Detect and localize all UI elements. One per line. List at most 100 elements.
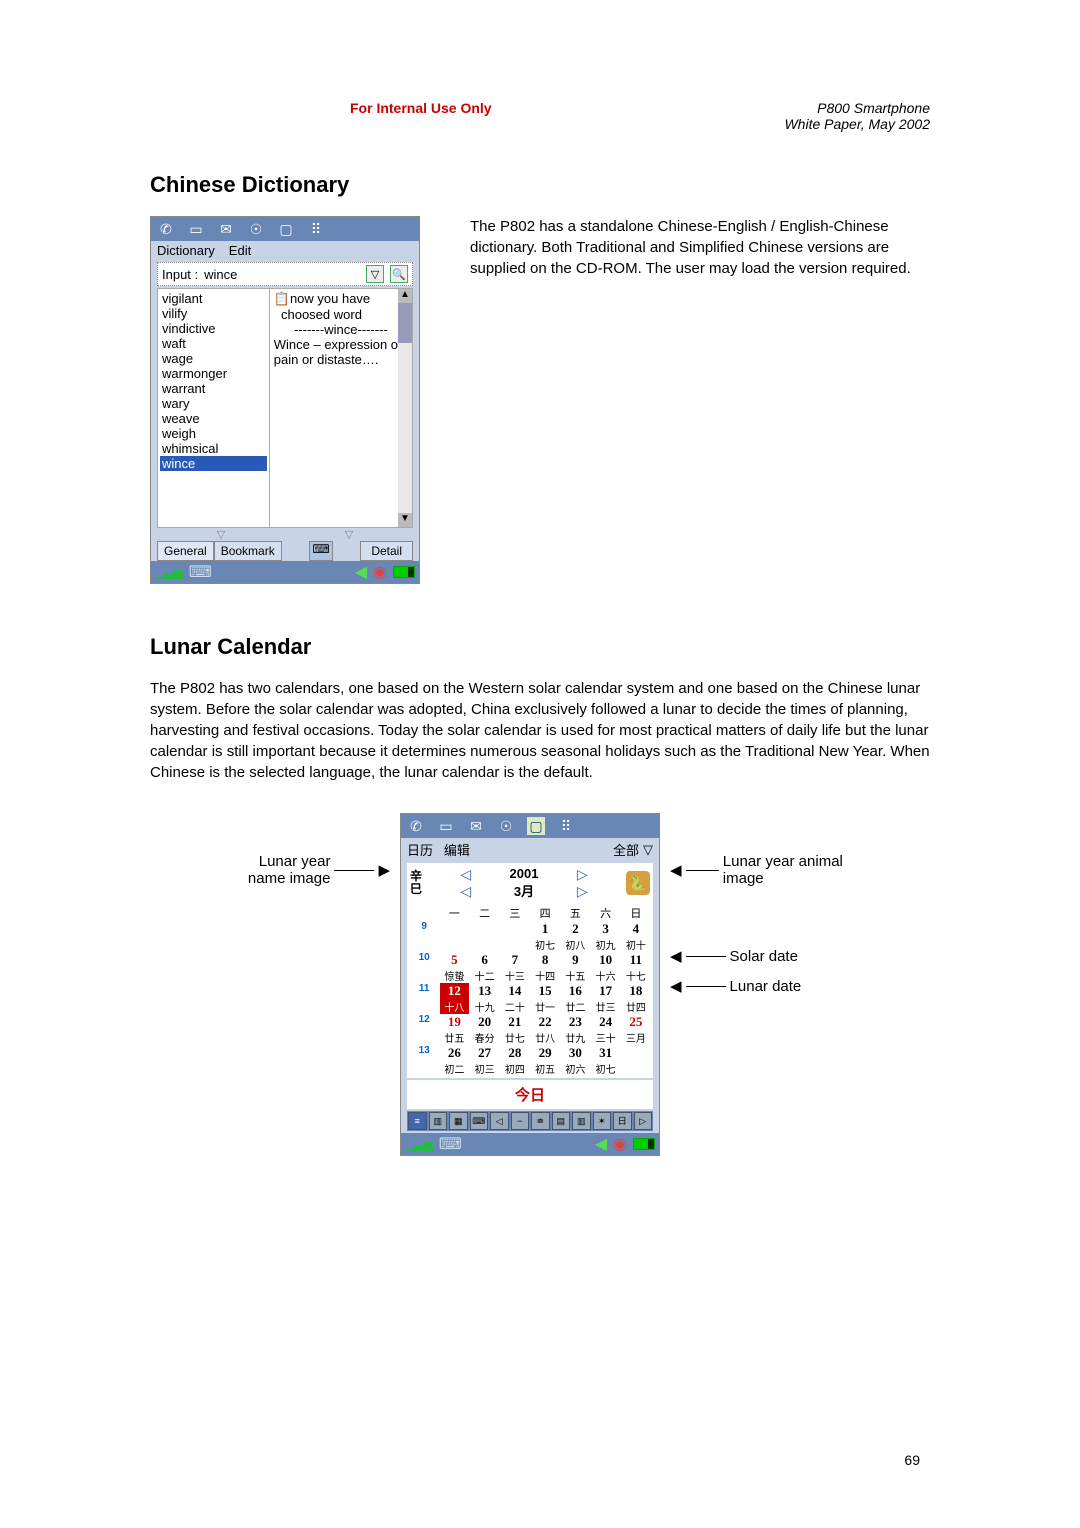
calendar-cell[interactable]: 31初七 xyxy=(591,1045,621,1076)
browser-icon[interactable]: ☉ xyxy=(247,220,265,238)
calendar-cell[interactable]: 28初四 xyxy=(500,1045,530,1076)
calendar-cell[interactable]: 12十八 xyxy=(439,983,469,1014)
calendar-cell[interactable]: 20春分 xyxy=(470,1014,500,1045)
calendar-cell[interactable]: 14二十 xyxy=(500,983,530,1014)
mode3-icon[interactable]: ▤ xyxy=(552,1112,571,1130)
menu-dictionary[interactable]: Dictionary xyxy=(157,243,215,258)
calendar-cell[interactable]: 10十六 xyxy=(591,952,621,983)
keyboard-icon[interactable]: ⌨ xyxy=(470,1112,489,1130)
prev-year-icon[interactable]: ◁◁ xyxy=(460,866,471,900)
keyboard-status-icon[interactable]: ⌨ xyxy=(439,1134,462,1154)
word-item[interactable]: warmonger xyxy=(160,366,267,381)
view-list-icon[interactable]: ≡ xyxy=(408,1112,427,1130)
calendar-cell[interactable]: 16廿二 xyxy=(560,983,590,1014)
tab-detail[interactable]: Detail xyxy=(360,541,413,561)
calendar-cell[interactable]: 23廿九 xyxy=(560,1014,590,1045)
calendar-cell[interactable]: 2初八 xyxy=(560,921,590,952)
calendar-cell[interactable] xyxy=(439,921,469,952)
word-item[interactable]: wary xyxy=(160,396,267,411)
word-item[interactable]: vindictive xyxy=(160,321,267,336)
calendar-cell[interactable]: 4初十 xyxy=(621,921,651,952)
speaker-icon[interactable]: ◀ xyxy=(595,1134,607,1154)
dropdown-icon[interactable]: ▽ xyxy=(643,842,653,858)
contacts-icon[interactable]: ▭ xyxy=(437,817,455,835)
calendar-cell[interactable]: 9十五 xyxy=(560,952,590,983)
calendar-cell[interactable]: 18廿四 xyxy=(621,983,651,1014)
calendar-cell[interactable]: 8十四 xyxy=(530,952,560,983)
word-item[interactable]: wince xyxy=(160,456,267,471)
keyboard-status-icon[interactable]: ⌨ xyxy=(189,562,212,582)
view-month-icon[interactable]: ▦ xyxy=(449,1112,468,1130)
mode5-icon[interactable]: ✶ xyxy=(593,1112,612,1130)
menu-all[interactable]: 全部 xyxy=(613,840,639,859)
scroll-down-right-icon[interactable]: ▽ xyxy=(285,528,413,541)
scrollbar[interactable]: ▲ ▼ xyxy=(398,289,412,527)
scroll-down-left-icon[interactable]: ▽ xyxy=(157,528,285,541)
browser-icon[interactable]: ☉ xyxy=(497,817,515,835)
calendar-cell[interactable]: 25三月 xyxy=(621,1014,651,1045)
clock-icon[interactable]: ◉ xyxy=(373,562,387,582)
word-item[interactable]: weigh xyxy=(160,426,267,441)
mode4-icon[interactable]: ▥ xyxy=(572,1112,591,1130)
search-icon[interactable]: 🔍 xyxy=(390,265,408,283)
calendar-cell[interactable]: 11十七 xyxy=(621,952,651,983)
word-item[interactable]: waft xyxy=(160,336,267,351)
calendar-cell[interactable]: 13十九 xyxy=(470,983,500,1014)
tab-bookmark[interactable]: Bookmark xyxy=(214,541,282,561)
word-item[interactable]: weave xyxy=(160,411,267,426)
prev-icon[interactable]: ◁ xyxy=(490,1112,509,1130)
view-week-icon[interactable]: ▥ xyxy=(429,1112,448,1130)
calendar-cell[interactable]: 1初七 xyxy=(530,921,560,952)
phone-icon[interactable]: ✆ xyxy=(407,817,425,835)
mode6-icon[interactable]: 日 xyxy=(613,1112,632,1130)
lunar-section: Lunar Calendar The P802 has two calendar… xyxy=(150,634,930,1156)
apps-icon[interactable]: ⠿ xyxy=(307,220,325,238)
calendar-cell[interactable]: 30初六 xyxy=(560,1045,590,1076)
menu-calendar[interactable]: 日历 xyxy=(407,843,433,858)
speaker-icon[interactable]: ◀ xyxy=(355,562,367,582)
menu-edit[interactable]: Edit xyxy=(229,243,251,258)
word-item[interactable]: whimsical xyxy=(160,441,267,456)
calendar-cell[interactable]: 24三十 xyxy=(591,1014,621,1045)
calendar-cell[interactable]: 3初九 xyxy=(591,921,621,952)
keyboard-icon[interactable]: ⌨ xyxy=(309,541,333,561)
today-button[interactable]: 今日 xyxy=(407,1080,653,1109)
input-value[interactable]: wince xyxy=(204,267,237,282)
calendar-cell[interactable]: 27初三 xyxy=(470,1045,500,1076)
calendar-cell[interactable]: 22廿八 xyxy=(530,1014,560,1045)
calendar-cell[interactable] xyxy=(621,1045,651,1076)
calendar-cell[interactable]: 6十二 xyxy=(470,952,500,983)
calendar-cell[interactable] xyxy=(470,921,500,952)
calendar-cell[interactable]: 26初二 xyxy=(439,1045,469,1076)
calendar-icon[interactable]: ▢ xyxy=(277,220,295,238)
scroll-up-icon[interactable]: ▲ xyxy=(398,289,412,303)
mail-icon[interactable]: ✉ xyxy=(467,817,485,835)
mode2-icon[interactable]: ≐ xyxy=(531,1112,550,1130)
apps-icon[interactable]: ⠿ xyxy=(557,817,575,835)
mail-icon[interactable]: ✉ xyxy=(217,220,235,238)
next-year-icon[interactable]: ▷▷ xyxy=(577,866,588,900)
word-item[interactable]: warrant xyxy=(160,381,267,396)
contacts-icon[interactable]: ▭ xyxy=(187,220,205,238)
calendar-cell[interactable]: 17廿三 xyxy=(591,983,621,1014)
calendar-cell[interactable]: 21廿七 xyxy=(500,1014,530,1045)
calendar-cell[interactable]: 29初五 xyxy=(530,1045,560,1076)
calendar-cell[interactable]: 15廿一 xyxy=(530,983,560,1014)
phone-icon[interactable]: ✆ xyxy=(157,220,175,238)
calendar-cell[interactable]: 5惊蛰 xyxy=(439,952,469,983)
word-item[interactable]: wage xyxy=(160,351,267,366)
dropdown-icon[interactable]: ▽ xyxy=(366,265,384,283)
mode1-icon[interactable]: − xyxy=(511,1112,530,1130)
calendar-cell[interactable]: 19廿五 xyxy=(439,1014,469,1045)
word-item[interactable]: vigilant xyxy=(160,291,267,306)
next-icon[interactable]: ▷ xyxy=(634,1112,653,1130)
calendar-icon[interactable]: ▢ xyxy=(527,817,545,835)
word-item[interactable]: vilify xyxy=(160,306,267,321)
tab-general[interactable]: General xyxy=(157,541,214,561)
menu-cal-edit[interactable]: 编辑 xyxy=(444,843,470,858)
clock-icon[interactable]: ◉ xyxy=(613,1134,627,1154)
word-list[interactable]: vigilantvilifyvindictivewaftwagewarmonge… xyxy=(158,289,270,527)
calendar-cell[interactable] xyxy=(500,921,530,952)
scroll-down-icon[interactable]: ▼ xyxy=(398,513,412,527)
calendar-cell[interactable]: 7十三 xyxy=(500,952,530,983)
